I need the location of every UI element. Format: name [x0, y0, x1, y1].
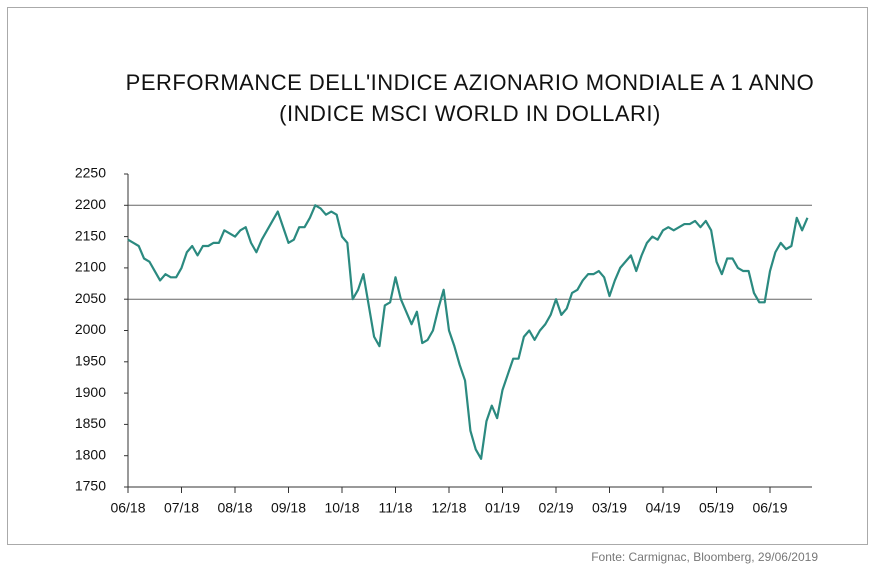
x-tick-label: 07/18 — [164, 500, 199, 516]
chart-title: PERFORMANCE DELL'INDICE AZIONARIO MONDIA… — [126, 70, 815, 95]
y-tick-label: 1800 — [75, 446, 106, 462]
y-tick-label: 1950 — [75, 353, 106, 369]
x-tick-label: 06/18 — [110, 500, 145, 516]
x-tick-label: 09/18 — [271, 500, 306, 516]
x-tick-label: 04/19 — [645, 500, 680, 516]
x-tick-label: 03/19 — [592, 500, 627, 516]
y-tick-label: 2250 — [75, 165, 106, 181]
y-tick-label: 1750 — [75, 478, 106, 494]
y-tick-label: 1850 — [75, 415, 106, 431]
x-tick-label: 12/18 — [431, 500, 466, 516]
x-tick-label: 02/19 — [538, 500, 573, 516]
x-tick-label: 01/19 — [485, 500, 520, 516]
x-tick-label: 06/19 — [752, 500, 787, 516]
x-tick-label: 10/18 — [324, 500, 359, 516]
chart-subtitle: (INDICE MSCI WORLD IN DOLLARI) — [279, 101, 661, 126]
y-tick-label: 2000 — [75, 321, 106, 337]
source-note: Fonte: Carmignac, Bloomberg, 29/06/2019 — [591, 550, 818, 564]
y-tick-label: 2150 — [75, 227, 106, 243]
y-tick-label: 2050 — [75, 290, 106, 306]
x-tick-label: 08/18 — [217, 500, 252, 516]
data-line — [127, 204, 809, 460]
y-tick-label: 1900 — [75, 384, 106, 400]
x-tick-label: 11/18 — [379, 500, 413, 516]
y-tick-label: 2100 — [75, 259, 106, 275]
frame — [7, 7, 868, 545]
x-tick-label: 05/19 — [699, 500, 734, 516]
y-tick-label: 2200 — [75, 196, 106, 212]
